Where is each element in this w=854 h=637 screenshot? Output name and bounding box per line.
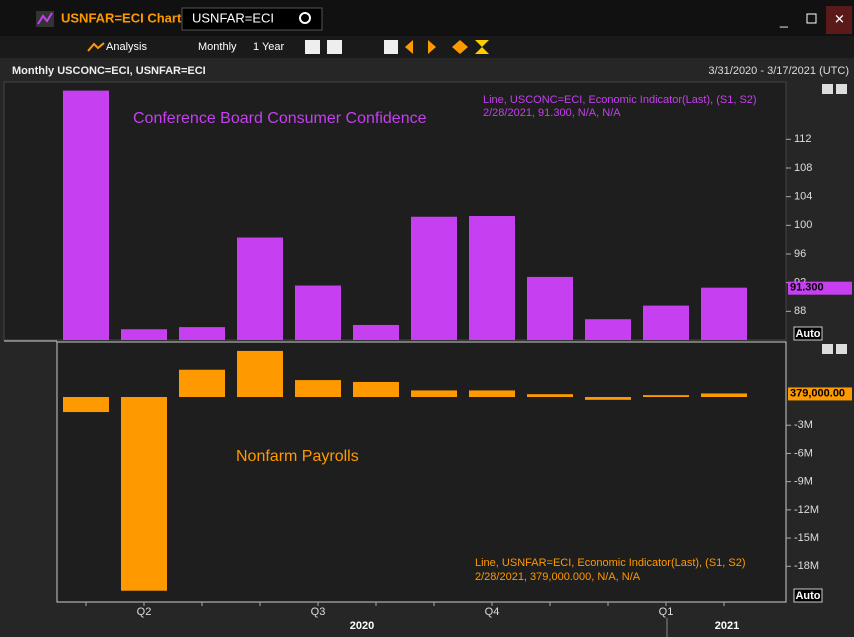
y-tick-label: -9M — [794, 476, 813, 488]
tool-icon[interactable] — [452, 40, 468, 54]
bar — [353, 324, 399, 340]
menu-interval[interactable]: Monthly — [198, 41, 237, 53]
tool-icon[interactable] — [475, 40, 489, 54]
auto-label: Auto — [795, 328, 820, 340]
bar — [121, 329, 167, 340]
bar — [585, 397, 631, 400]
legend-line: Line, USNFAR=ECI, Economic Indicator(Las… — [475, 557, 746, 569]
bar — [701, 393, 747, 398]
bar — [295, 285, 341, 340]
date-range: 3/31/2020 - 3/17/2021 (UTC) — [708, 65, 849, 77]
bar — [63, 397, 109, 413]
y-tick-label: 100 — [794, 219, 812, 231]
window-title: USNFAR=ECI Chart — [61, 10, 182, 25]
analysis-icon — [87, 42, 105, 52]
top-panel — [3, 81, 787, 341]
tool-icon[interactable] — [327, 40, 342, 54]
bar — [237, 350, 283, 398]
panel-control[interactable] — [822, 344, 833, 354]
tool-icon[interactable] — [384, 40, 398, 54]
search-box[interactable] — [181, 7, 323, 31]
bar — [179, 369, 225, 398]
x-tick-label: Q1 — [659, 606, 674, 618]
bottom-panel — [56, 341, 787, 603]
tool-icon[interactable] — [428, 40, 436, 54]
x-tick-label: Q4 — [485, 606, 500, 618]
search-icon[interactable] — [299, 12, 311, 24]
y-tick-label: -3M — [794, 419, 813, 431]
bar — [643, 395, 689, 398]
panel-control[interactable] — [822, 84, 833, 94]
y-tick-label: 108 — [794, 162, 812, 174]
legend-line: 2/28/2021, 91.300, N/A, N/A — [483, 107, 621, 119]
bar — [411, 390, 457, 398]
app-icon-line — [37, 12, 53, 25]
x-tick-label: Q2 — [137, 606, 152, 618]
bar — [295, 380, 341, 398]
bar — [63, 90, 109, 340]
year-label: 2021 — [715, 620, 739, 632]
bar — [353, 381, 399, 398]
minimize[interactable]: _ — [779, 12, 788, 28]
annotation: Nonfarm Payrolls — [236, 448, 359, 465]
auto-button[interactable] — [793, 326, 823, 341]
bar — [237, 237, 283, 340]
close-button[interactable] — [826, 6, 852, 34]
last-value-label: 379,000.00 — [790, 387, 845, 399]
y-tick-label: 88 — [794, 305, 806, 317]
last-value-label: 91.300 — [790, 282, 824, 294]
auto-label: Auto — [795, 590, 820, 602]
chart-header: Monthly USCONC=ECI, USNFAR=ECI — [12, 65, 206, 77]
toolbar — [0, 36, 854, 58]
y-tick-label: -6M — [794, 447, 813, 459]
bar — [585, 319, 631, 340]
year-label: 2020 — [350, 620, 374, 632]
bar — [527, 394, 573, 398]
legend-line: 2/28/2021, 379,000.000, N/A, N/A — [475, 571, 641, 583]
auto-button[interactable] — [793, 588, 823, 603]
bar — [701, 287, 747, 340]
title-bar — [0, 0, 854, 36]
panel-control[interactable] — [836, 84, 847, 94]
y-tick-label: -18M — [794, 560, 819, 572]
bar — [643, 305, 689, 340]
bar — [179, 327, 225, 340]
x-tick-label: Q3 — [311, 606, 326, 618]
tool-icon[interactable] — [305, 40, 320, 54]
y-tick-label: 104 — [794, 191, 812, 203]
bar — [527, 276, 573, 340]
bar — [469, 390, 515, 398]
legend-line: Line, USCONC=ECI, Economic Indicator(Las… — [483, 94, 757, 106]
bar — [121, 397, 167, 591]
y-tick-label: -12M — [794, 504, 819, 516]
annotation: Conference Board Consumer Confidence — [133, 110, 427, 127]
bar — [469, 216, 515, 340]
y-tick-label: 112 — [794, 133, 812, 145]
menu-analysis[interactable]: Analysis — [106, 41, 147, 53]
menu-period[interactable]: 1 Year — [253, 41, 285, 53]
last-value-flag — [788, 281, 852, 295]
maximize[interactable] — [806, 13, 817, 24]
search-text: USNFAR=ECI — [192, 10, 274, 25]
close-icon: ✕ — [834, 11, 845, 26]
panel-control[interactable] — [836, 344, 847, 354]
bar — [411, 216, 457, 340]
y-tick-label: 96 — [794, 248, 806, 260]
tool-icon[interactable] — [405, 40, 413, 54]
y-tick-label: -15M — [794, 532, 819, 544]
last-value-flag — [788, 387, 852, 401]
